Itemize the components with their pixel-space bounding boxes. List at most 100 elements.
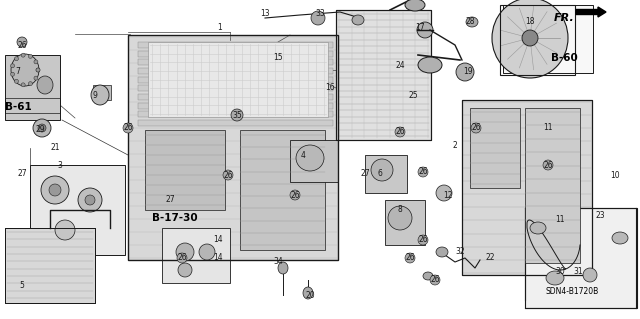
Text: 34: 34 xyxy=(273,257,283,266)
Ellipse shape xyxy=(417,22,433,38)
Text: 6: 6 xyxy=(378,168,383,177)
Ellipse shape xyxy=(311,11,325,25)
Ellipse shape xyxy=(405,253,415,263)
Bar xyxy=(240,130,325,250)
Bar xyxy=(138,120,333,126)
Ellipse shape xyxy=(278,262,288,274)
Bar xyxy=(525,108,580,263)
Ellipse shape xyxy=(178,263,192,277)
Text: 35: 35 xyxy=(232,110,242,120)
Ellipse shape xyxy=(15,57,19,61)
Text: 26: 26 xyxy=(405,254,415,263)
Ellipse shape xyxy=(177,253,187,263)
Text: 26: 26 xyxy=(471,123,481,132)
Text: 26: 26 xyxy=(17,41,27,49)
Bar xyxy=(138,94,333,100)
Bar xyxy=(470,108,520,188)
Ellipse shape xyxy=(21,53,25,57)
Bar xyxy=(365,155,407,193)
Bar xyxy=(145,130,225,210)
FancyArrow shape xyxy=(576,7,606,17)
Bar xyxy=(138,59,333,65)
Ellipse shape xyxy=(33,119,51,137)
Ellipse shape xyxy=(21,83,25,87)
Text: 33: 33 xyxy=(315,10,325,19)
Ellipse shape xyxy=(10,72,15,76)
Ellipse shape xyxy=(49,184,61,196)
Text: 30: 30 xyxy=(555,268,565,277)
Text: 15: 15 xyxy=(273,54,283,63)
Text: 26: 26 xyxy=(123,123,133,132)
Ellipse shape xyxy=(37,76,53,94)
Text: 7: 7 xyxy=(15,68,20,77)
Text: 28: 28 xyxy=(465,18,475,26)
Text: 26: 26 xyxy=(395,128,405,137)
Ellipse shape xyxy=(28,82,33,85)
Ellipse shape xyxy=(612,232,628,244)
Ellipse shape xyxy=(466,17,478,27)
Ellipse shape xyxy=(296,145,324,171)
Text: 24: 24 xyxy=(395,61,405,70)
Bar xyxy=(462,100,592,275)
Bar xyxy=(148,42,328,117)
Text: 29: 29 xyxy=(35,125,45,135)
Text: 23: 23 xyxy=(595,211,605,219)
Text: 26: 26 xyxy=(177,254,187,263)
Ellipse shape xyxy=(34,76,38,80)
Text: 25: 25 xyxy=(408,91,418,100)
Text: 26: 26 xyxy=(223,170,233,180)
Ellipse shape xyxy=(405,0,425,11)
Text: 32: 32 xyxy=(455,248,465,256)
Bar xyxy=(336,10,431,140)
Ellipse shape xyxy=(418,167,428,177)
Ellipse shape xyxy=(436,185,452,201)
Text: SDN4-B1720B: SDN4-B1720B xyxy=(545,286,598,295)
Ellipse shape xyxy=(36,68,40,72)
Bar xyxy=(138,111,333,117)
Text: 27: 27 xyxy=(165,196,175,204)
Ellipse shape xyxy=(17,37,27,47)
Bar xyxy=(525,208,637,308)
Ellipse shape xyxy=(371,159,393,181)
Ellipse shape xyxy=(436,247,448,257)
Text: B-61: B-61 xyxy=(4,102,31,112)
Ellipse shape xyxy=(176,243,194,261)
Ellipse shape xyxy=(85,195,95,205)
Bar xyxy=(5,98,60,113)
Bar xyxy=(503,5,593,73)
Ellipse shape xyxy=(55,220,75,240)
Bar xyxy=(500,5,575,75)
Text: 11: 11 xyxy=(543,123,553,132)
Text: 18: 18 xyxy=(525,18,535,26)
Ellipse shape xyxy=(34,60,38,64)
Text: 26: 26 xyxy=(430,276,440,285)
Text: 10: 10 xyxy=(610,170,620,180)
Ellipse shape xyxy=(231,109,243,121)
Ellipse shape xyxy=(522,30,538,46)
Ellipse shape xyxy=(430,275,440,285)
Ellipse shape xyxy=(492,0,568,78)
Ellipse shape xyxy=(36,68,40,72)
Text: 12: 12 xyxy=(444,190,452,199)
Text: B-60: B-60 xyxy=(550,53,577,63)
Ellipse shape xyxy=(41,176,69,204)
Ellipse shape xyxy=(456,63,474,81)
Ellipse shape xyxy=(290,190,300,200)
Text: 19: 19 xyxy=(463,68,473,77)
Ellipse shape xyxy=(352,15,364,25)
Ellipse shape xyxy=(583,268,597,282)
Bar xyxy=(138,103,333,109)
Text: 27: 27 xyxy=(360,168,370,177)
Text: 16: 16 xyxy=(325,84,335,93)
Text: 9: 9 xyxy=(93,91,97,100)
Ellipse shape xyxy=(11,54,39,86)
Text: 22: 22 xyxy=(485,254,495,263)
Ellipse shape xyxy=(10,64,15,68)
Text: 14: 14 xyxy=(213,235,223,244)
Text: 26: 26 xyxy=(418,235,428,244)
Text: 3: 3 xyxy=(58,160,63,169)
Text: 13: 13 xyxy=(260,10,270,19)
Bar xyxy=(25,160,130,258)
Text: 2: 2 xyxy=(452,140,458,150)
Ellipse shape xyxy=(38,124,46,132)
